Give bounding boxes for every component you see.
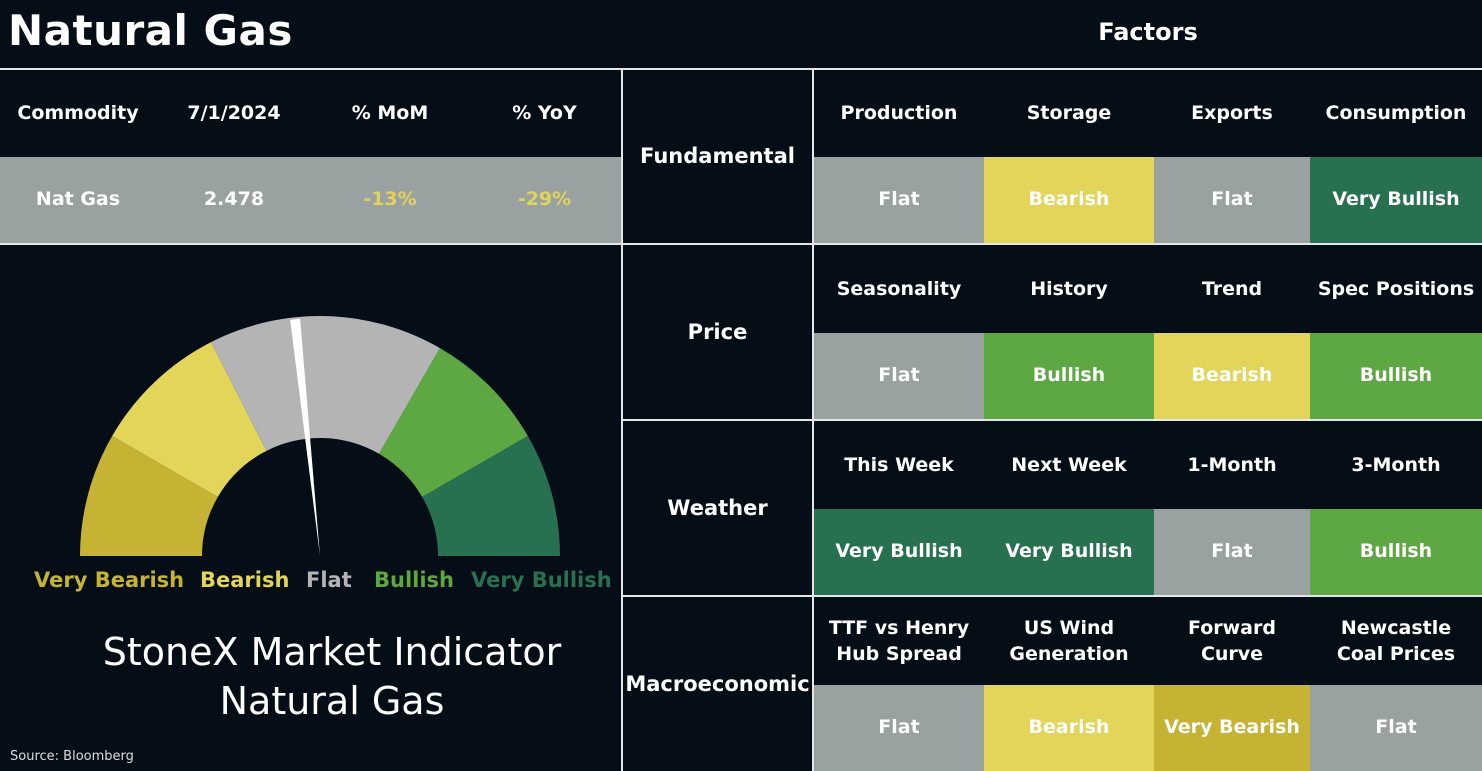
- factor-label: 3-Month: [1351, 453, 1441, 476]
- factor-label: Seasonality: [836, 277, 962, 300]
- mom-header: % MoM: [351, 101, 429, 124]
- divider: [622, 595, 1482, 597]
- caption-line-1: StoneX Market Indicator: [102, 630, 562, 674]
- factor-rating: Bearish: [984, 157, 1154, 243]
- factor-rating: Flat: [814, 333, 984, 419]
- legend-flat: Flat: [306, 568, 352, 592]
- factor-rating: Very Bullish: [1310, 157, 1482, 243]
- factor-label: Trend: [1201, 277, 1263, 300]
- commodity-price: 2.478: [203, 188, 265, 211]
- factor-rating: Very Bearish: [1154, 685, 1310, 771]
- indicator-caption: StoneX Market Indicator Natural Gas: [0, 628, 664, 725]
- factor-label: 1-Month: [1187, 453, 1277, 476]
- gauge-segment-bullish: [379, 348, 528, 497]
- factor-label: This Week: [844, 453, 954, 476]
- factor-group-label: Weather: [667, 496, 768, 521]
- mom-change: -13%: [363, 188, 417, 211]
- gauge-segment-flat: [211, 316, 440, 454]
- legend-bullish: Bullish: [374, 568, 455, 592]
- page-title: Natural Gas: [8, 6, 293, 55]
- factor-group-label: Macroeconomic: [625, 672, 810, 697]
- factor-rating: Very Bullish: [984, 509, 1154, 595]
- factor-label: Consumption: [1325, 101, 1467, 124]
- factor-rating: Bullish: [1310, 509, 1482, 595]
- commodity-name: Nat Gas: [35, 188, 121, 211]
- factor-label: Newcastle Coal Prices: [1336, 616, 1456, 665]
- divider: [0, 68, 1482, 70]
- factors-title: Factors: [1098, 18, 1198, 46]
- divider: [812, 68, 814, 771]
- divider: [622, 419, 1482, 421]
- factor-label: Spec Positions: [1317, 277, 1475, 300]
- gauge-segment-bearish: [112, 342, 267, 497]
- factor-label: Next Week: [1011, 453, 1127, 476]
- yoy-header: % YoY: [512, 101, 577, 124]
- factor-rating: Bearish: [984, 685, 1154, 771]
- factor-rating: Very Bullish: [814, 509, 984, 595]
- date-header: 7/1/2024: [187, 101, 281, 124]
- factor-group-label: Price: [687, 320, 748, 345]
- factor-rating: Bullish: [984, 333, 1154, 419]
- legend-bearish: Bearish: [200, 568, 290, 592]
- legend-very-bearish: Very Bearish: [34, 568, 185, 592]
- gauge-segment-very-bullish: [422, 436, 560, 556]
- divider: [0, 243, 1482, 245]
- legend-very-bullish: Very Bullish: [471, 568, 612, 592]
- gauge-needle: [290, 318, 320, 556]
- factor-rating: Flat: [814, 157, 984, 243]
- factor-label: TTF vs Henry Hub Spread: [828, 616, 970, 665]
- factor-rating: Flat: [1154, 157, 1310, 243]
- factor-label: Forward Curve: [1188, 616, 1276, 665]
- source-note: Source: Bloomberg: [10, 749, 134, 764]
- factor-rating: Bearish: [1154, 333, 1310, 419]
- factor-rating: Flat: [814, 685, 984, 771]
- caption-line-2: Natural Gas: [219, 678, 445, 723]
- factor-label: Storage: [1026, 101, 1112, 124]
- factor-label: Exports: [1191, 101, 1273, 124]
- market-gauge: [80, 316, 560, 556]
- commodity-row-bg: [0, 157, 621, 243]
- factor-label: History: [1030, 277, 1108, 300]
- divider: [621, 68, 623, 771]
- gauge-segment-very-bearish: [80, 436, 218, 556]
- factor-rating: Flat: [1154, 509, 1310, 595]
- yoy-change: -29%: [517, 188, 572, 211]
- factor-rating: Flat: [1310, 685, 1482, 771]
- factor-group-label: Fundamental: [640, 144, 795, 169]
- commodity-header: Commodity: [17, 101, 139, 124]
- factor-label: Production: [840, 101, 958, 124]
- factor-rating: Bullish: [1310, 333, 1482, 419]
- factor-label: US Wind Generation: [1009, 616, 1129, 665]
